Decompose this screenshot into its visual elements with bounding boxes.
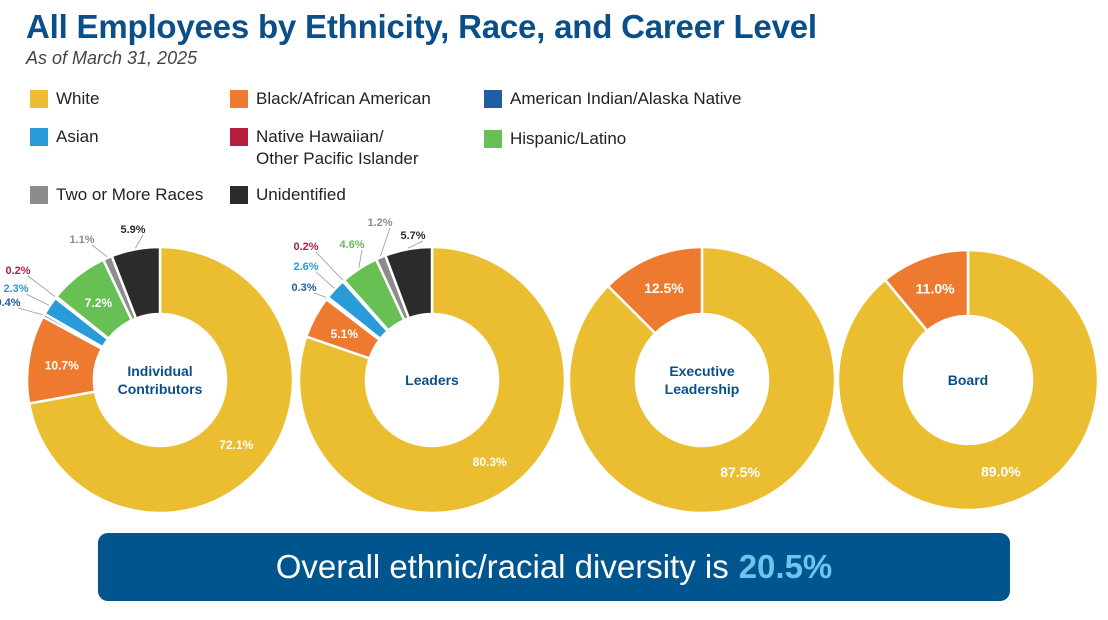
- legend-label: White: [56, 89, 100, 108]
- data-label: 4.6%: [339, 239, 364, 251]
- leader-line: [358, 249, 363, 268]
- donut-segment: [110, 245, 162, 321]
- diversity-banner: Overall ethnic/racial diversity is 20.5%: [98, 533, 1010, 601]
- legend-item: Unidentified: [230, 184, 346, 206]
- chart-title: All Employees by Ethnicity, Race, and Ca…: [26, 8, 817, 45]
- donut-center-label: Leadership: [665, 381, 740, 397]
- donut-center-label: Executive: [669, 363, 735, 379]
- legend-item: American Indian/Alaska Native: [484, 88, 742, 110]
- donut-center-label: Leaders: [405, 372, 459, 388]
- leader-line: [25, 293, 50, 306]
- donut-center-label: Contributors: [118, 381, 203, 397]
- legend-label: Asian: [56, 127, 99, 146]
- donut-charts: 72.1% 10.7% 0.4% 2.3% 0.2% 7.2% 1.1% 5.9% Indivi…: [0, 217, 1100, 515]
- data-label: 2.3%: [3, 283, 28, 295]
- banner-text: Overall ethnic/racial diversity is: [275, 548, 729, 585]
- legend-item: Two or More Races: [30, 184, 203, 206]
- legend-item: White: [30, 88, 99, 110]
- leader-line: [379, 227, 391, 257]
- leader-line: [315, 251, 344, 281]
- data-label: 72.1%: [219, 438, 253, 452]
- data-label: 5.7%: [400, 230, 425, 242]
- legend-item: Native Hawaiian/ Other Pacific Islander: [230, 126, 419, 170]
- donut-segment: [567, 245, 837, 515]
- donut-segment: [27, 245, 295, 515]
- donut-center-label: Board: [948, 372, 988, 388]
- legend-item: Black/African American: [230, 88, 431, 110]
- data-label: 7.2%: [85, 296, 113, 310]
- leader-line: [407, 240, 424, 249]
- donut-segment: [883, 248, 970, 333]
- legend-label: Two or More Races: [56, 185, 204, 204]
- leader-line: [27, 275, 56, 297]
- donut-segment: [297, 245, 567, 515]
- data-label: 87.5%: [720, 464, 760, 480]
- data-label: 12.5%: [644, 280, 684, 296]
- data-label: 0.2%: [5, 265, 30, 277]
- legend-swatch: [30, 128, 48, 146]
- data-label: 1.2%: [367, 217, 392, 229]
- legend-label: Hispanic/Latino: [510, 129, 627, 148]
- legend: White Black/African American American Indi…: [30, 88, 790, 218]
- legend-swatch: [230, 90, 248, 108]
- donut-center-label: Individual: [127, 363, 192, 379]
- legend-label: Unidentified: [256, 185, 346, 204]
- leader-line: [315, 271, 335, 289]
- leader-line: [17, 307, 44, 316]
- data-label: 89.0%: [981, 463, 1021, 479]
- data-label: 2.6%: [293, 261, 318, 273]
- data-label: 11.0%: [916, 281, 955, 297]
- donut-segment: [836, 248, 1100, 512]
- chart-subtitle: As of March 31, 2025: [26, 48, 198, 68]
- leader-line: [134, 234, 144, 249]
- data-label: 80.3%: [473, 455, 507, 469]
- data-label: 0.4%: [0, 297, 21, 309]
- data-label: 5.1%: [331, 327, 359, 341]
- legend-label: Black/African American: [256, 89, 431, 108]
- legend-swatch: [30, 186, 48, 204]
- data-label: 0.2%: [293, 241, 318, 253]
- legend-swatch: [30, 90, 48, 108]
- leader-line: [91, 244, 108, 258]
- data-label: 0.3%: [291, 282, 316, 294]
- data-label: 1.1%: [69, 234, 94, 246]
- donut-segment: [383, 245, 434, 320]
- legend-label: American Indian/Alaska Native: [510, 89, 742, 108]
- legend-item: Hispanic/Latino: [484, 128, 626, 150]
- legend-swatch: [484, 130, 502, 148]
- banner-value: 20.5%: [738, 548, 833, 585]
- leader-line: [313, 292, 327, 298]
- donut-segment: [606, 245, 704, 336]
- legend-item: Asian: [30, 126, 99, 148]
- data-label: 5.9%: [120, 224, 145, 236]
- legend-swatch: [484, 90, 502, 108]
- data-label: 10.7%: [45, 358, 79, 372]
- legend-swatch: [230, 128, 248, 146]
- legend-swatch: [230, 186, 248, 204]
- legend-label: Native Hawaiian/ Other Pacific Islander: [256, 127, 419, 168]
